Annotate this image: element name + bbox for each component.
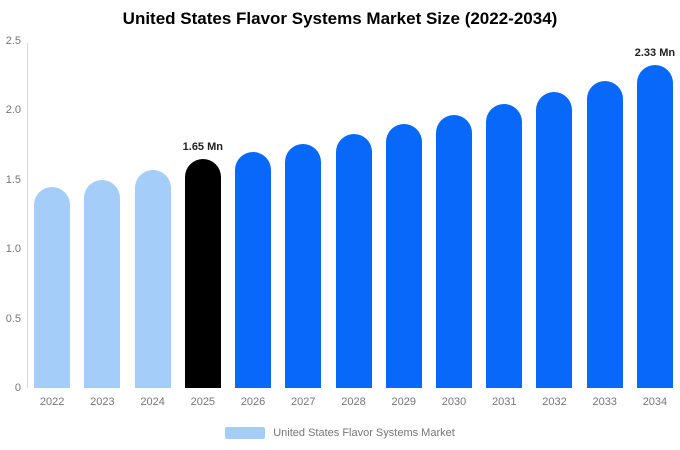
bar-2028 [335,134,372,388]
x-tick-label-2029: 2029 [391,396,416,408]
bar-2026 [235,152,272,388]
x-tick-label-2033: 2033 [592,396,617,408]
y-tick-label: 1.5 [5,173,21,186]
bar-value-label-2025: 1.65 Mn [182,141,223,153]
y-tick-label: 1.0 [5,243,21,256]
x-tick-label-2028: 2028 [341,396,366,408]
bar-column-2025: 1.65 Mn [178,41,228,388]
x-tick-label-2030: 2030 [441,396,467,408]
bar-2031 [486,103,523,388]
bar-column-2026 [228,41,278,388]
bar-value-label-2034: 2.33 Mn [634,46,676,59]
x-tick-label-2031: 2031 [491,396,517,408]
x-tick-label-2023: 2023 [90,396,115,408]
bar-column-2031 [479,41,529,388]
bar-2023 [84,179,121,388]
x-tick-label-2034: 2034 [642,396,668,408]
bar-2024 [134,170,171,388]
bar-column-2028 [328,41,378,388]
bar-2022 [34,186,71,388]
y-tick-label: 2.0 [5,104,21,117]
x-tick-label-2022: 2022 [39,396,65,408]
x-tick-label-2026: 2026 [240,396,266,408]
bar-2025 [184,159,221,388]
y-tick-label: 0 [14,382,21,394]
bar-2030 [435,114,472,388]
bar-column-2029 [379,41,429,388]
bar-column-2022 [27,41,77,388]
bar-2027 [285,143,322,388]
bar-column-2032 [529,41,579,388]
y-axis-line [27,43,28,388]
bar-2034 [636,64,673,388]
bar-column-2034: 2.33 Mn [630,41,680,388]
y-tick-label: 0.5 [5,312,21,325]
legend-swatch [225,427,266,439]
bar-column-2033 [580,41,630,388]
bar-column-2027 [278,41,328,388]
bar-2029 [385,124,422,388]
bar-2033 [586,81,623,388]
x-axis-labels: 2022 2023 2024 2025 2026 2027 2028 2029 2030 2031… [27,396,680,408]
bar-column-2023 [77,41,127,388]
x-tick-label-2025: 2025 [190,396,216,408]
x-tick-label-2024: 2024 [140,396,165,408]
legend: United States Flavor Systems Market [0,427,680,439]
legend-label: United States Flavor Systems Market [273,427,455,439]
y-tick-label: 2.5 [5,35,21,47]
bar-column-2030 [429,41,479,388]
bar-2032 [536,92,573,388]
x-tick-label-2032: 2032 [542,396,567,408]
plot-columns: 1.65 Mn 2.33 Mn [27,41,680,388]
bar-column-2024 [127,41,177,388]
x-tick-label-2027: 2027 [291,396,316,408]
chart-title: United States Flavor Systems Market Size… [122,9,558,28]
